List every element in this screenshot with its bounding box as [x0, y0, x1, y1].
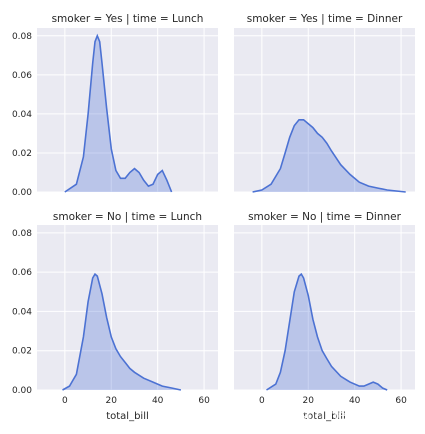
- watermark: https://blog.csdn.net/MsSpark: [207, 408, 417, 424]
- y-tick-label: 0.08: [12, 229, 32, 239]
- y-tick-label: 0.02: [12, 149, 32, 159]
- y-tick-label: 0.04: [12, 110, 32, 120]
- x-axis-label-left: total_bill: [106, 411, 149, 422]
- x-tick-label: 40: [152, 396, 164, 406]
- y-tick-label: 0.00: [12, 188, 32, 198]
- panel-yes-dinner: smoker = Yes | time = Dinner: [234, 13, 415, 192]
- panel-2-marks: [234, 28, 415, 193]
- panel-3-marks: 0.00 0.02 0.04 0.06 0.08 0 20 40 60: [12, 225, 218, 406]
- panel-no-dinner: smoker = No | time = Dinner: [234, 211, 415, 390]
- panel-title: smoker = No | time = Lunch: [53, 211, 202, 223]
- panel-4-marks: 0 20 40 60: [234, 225, 415, 406]
- x-tick-label: 0: [259, 396, 265, 406]
- density-area: [252, 119, 406, 192]
- y-tick-label: 0.04: [12, 307, 32, 317]
- y-tick-label: 0.00: [12, 386, 32, 396]
- y-tick-label: 0.06: [12, 71, 32, 81]
- y-tick-label: 0.02: [12, 347, 32, 357]
- density-line: [62, 272, 182, 391]
- panel-title: smoker = Yes | time = Dinner: [247, 13, 403, 25]
- x-axis-label-right: total_bill: [303, 411, 346, 422]
- x-tick-label: 0: [62, 396, 68, 406]
- panel-title: smoker = Yes | time = Lunch: [52, 13, 204, 25]
- x-tick-label: 20: [106, 396, 118, 406]
- y-tick-label: 0.08: [12, 32, 32, 42]
- density-area: [64, 35, 172, 192]
- y-tick-label: 0.06: [12, 268, 32, 278]
- panel-title: smoker = No | time = Dinner: [248, 211, 402, 223]
- panel-background: [234, 28, 415, 192]
- panel-yes-lunch: smoker = Yes | time = Lunch: [37, 13, 218, 192]
- x-tick-label: 20: [303, 396, 315, 406]
- density-line: [252, 119, 406, 193]
- chart-marks: 0.00 0.02 0.04 0.06 0.08 0.00 0.02 0.04 0.06 0.08…: [12, 28, 415, 406]
- panel-background: [37, 28, 218, 192]
- panel-background: [37, 225, 218, 390]
- density-line: [266, 272, 388, 391]
- x-tick-label: 60: [198, 396, 210, 406]
- panel-1-marks: 0.00 0.02 0.04 0.06 0.08: [12, 28, 218, 198]
- x-tick-label: 40: [349, 396, 361, 406]
- density-area: [62, 274, 181, 390]
- panel-background: [234, 225, 415, 390]
- density-area: [266, 274, 388, 390]
- x-tick-label: 60: [395, 396, 407, 406]
- density-line: [64, 33, 173, 193]
- panel-no-lunch: smoker = No | time = Lunch: [37, 211, 218, 390]
